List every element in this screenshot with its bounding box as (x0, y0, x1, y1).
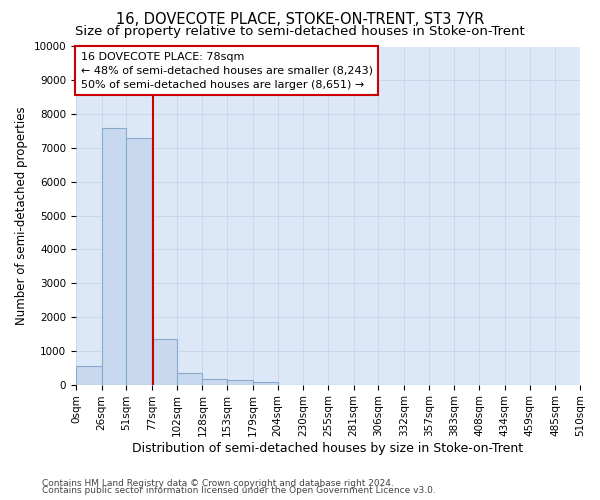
Bar (152, 339, 177, 384)
Bar (202, 378, 227, 384)
Text: Size of property relative to semi-detached houses in Stoke-on-Trent: Size of property relative to semi-detach… (75, 25, 525, 38)
Text: Contains public sector information licensed under the Open Government Licence v3: Contains public sector information licen… (42, 486, 436, 495)
Text: 16, DOVECOTE PLACE, STOKE-ON-TRENT, ST3 7YR: 16, DOVECOTE PLACE, STOKE-ON-TRENT, ST3 … (116, 12, 484, 28)
Y-axis label: Number of semi-detached properties: Number of semi-detached properties (15, 106, 28, 325)
Text: 16 DOVECOTE PLACE: 78sqm
← 48% of semi-detached houses are smaller (8,243)
50% o: 16 DOVECOTE PLACE: 78sqm ← 48% of semi-d… (81, 52, 373, 90)
Bar (127, 138, 152, 384)
Bar (253, 382, 278, 384)
Bar (101, 128, 127, 384)
Bar (76, 366, 101, 384)
Text: Contains HM Land Registry data © Crown copyright and database right 2024.: Contains HM Land Registry data © Crown c… (42, 478, 394, 488)
X-axis label: Distribution of semi-detached houses by size in Stoke-on-Trent: Distribution of semi-detached houses by … (133, 442, 524, 455)
Bar (177, 373, 202, 384)
Bar (227, 380, 253, 384)
